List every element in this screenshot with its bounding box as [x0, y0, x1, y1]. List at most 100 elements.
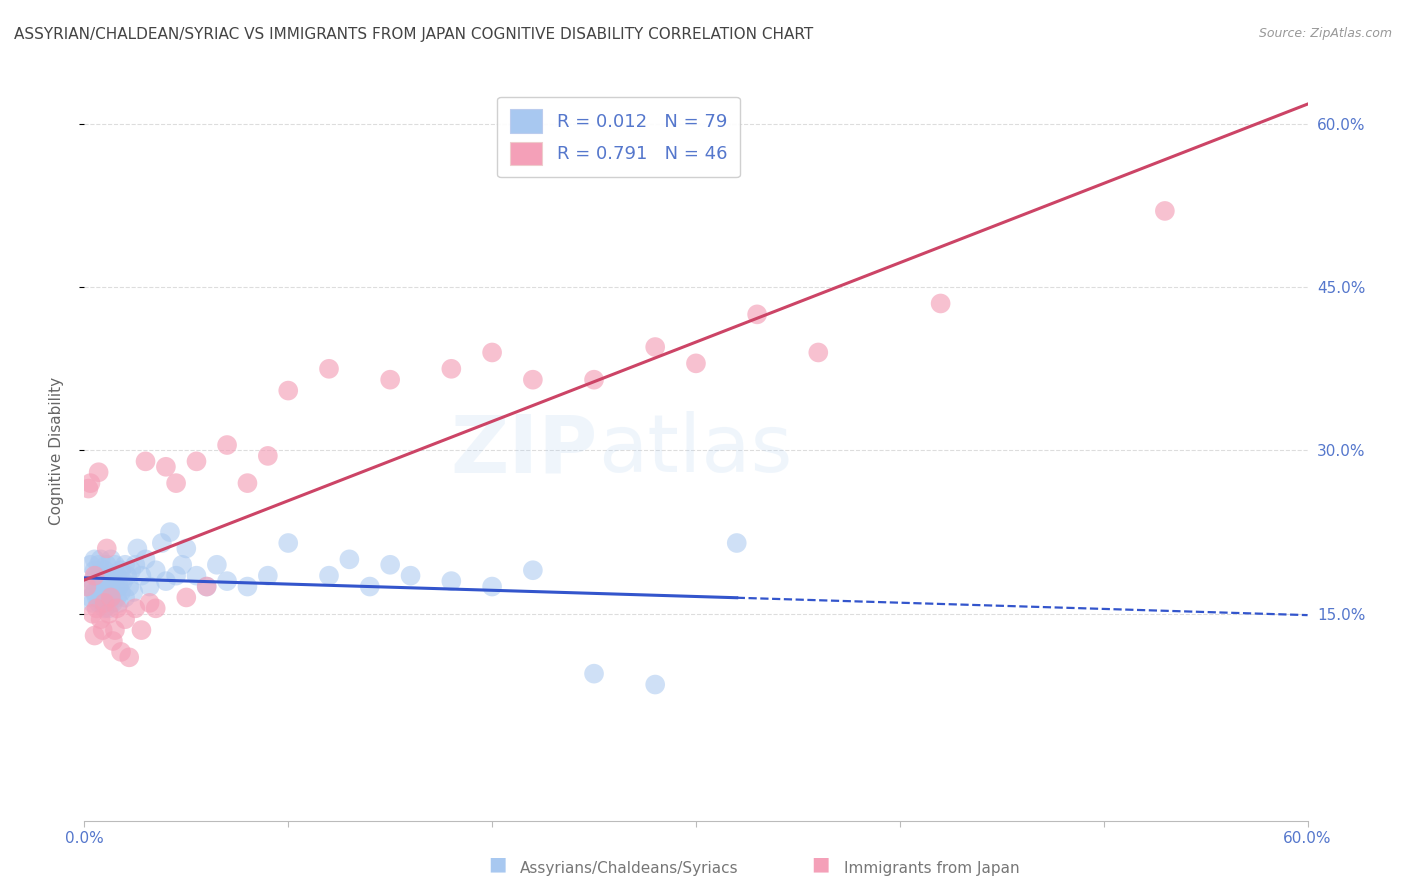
Point — [929, 296, 952, 310]
Point — [83, 568, 105, 582]
Point — [101, 634, 124, 648]
Point — [174, 541, 197, 556]
Point — [86, 601, 108, 615]
Point — [339, 552, 361, 566]
Text: ■: ■ — [811, 855, 830, 873]
Point — [122, 585, 145, 599]
Point — [101, 596, 124, 610]
Point — [100, 574, 122, 588]
Point — [481, 580, 503, 594]
Point — [440, 361, 463, 376]
Point — [97, 568, 120, 582]
Point — [131, 568, 153, 582]
Point — [93, 585, 115, 599]
Point — [100, 552, 122, 566]
Point — [110, 563, 132, 577]
Text: ASSYRIAN/CHALDEAN/SYRIAC VS IMMIGRANTS FROM JAPAN COGNITIVE DISABILITY CORRELATI: ASSYRIAN/CHALDEAN/SYRIAC VS IMMIGRANTS F… — [14, 27, 813, 42]
Point — [583, 666, 606, 681]
Point — [172, 558, 194, 572]
Point — [236, 476, 259, 491]
Point — [82, 596, 104, 610]
Point — [124, 601, 146, 615]
Point — [747, 307, 769, 321]
Point — [101, 568, 124, 582]
Point — [155, 459, 177, 474]
Point — [79, 476, 101, 491]
Point — [75, 580, 97, 594]
Point — [91, 596, 114, 610]
Point — [105, 591, 128, 605]
Point — [90, 568, 112, 582]
Point — [257, 568, 280, 582]
Point — [86, 591, 108, 605]
Point — [86, 568, 108, 582]
Point — [380, 373, 402, 387]
Point — [112, 574, 135, 588]
Point — [83, 585, 105, 599]
Point — [217, 438, 239, 452]
Point — [93, 601, 115, 615]
Point — [91, 580, 114, 594]
Point — [118, 580, 141, 594]
Point — [522, 563, 544, 577]
Point — [217, 574, 239, 588]
Point — [83, 552, 105, 566]
Point — [115, 568, 138, 582]
Point — [165, 476, 187, 491]
Point — [83, 629, 105, 643]
Point — [644, 677, 666, 691]
Point — [96, 591, 118, 605]
Point — [145, 601, 167, 615]
Point — [150, 536, 173, 550]
Point — [195, 580, 218, 594]
Point — [120, 563, 142, 577]
Point — [77, 580, 100, 594]
Point — [83, 563, 105, 577]
Point — [79, 591, 101, 605]
Text: ■: ■ — [488, 855, 506, 873]
Point — [124, 558, 146, 572]
Point — [135, 454, 157, 468]
Point — [165, 568, 187, 582]
Text: Immigrants from Japan: Immigrants from Japan — [844, 861, 1019, 876]
Point — [96, 541, 118, 556]
Point — [205, 558, 228, 572]
Point — [105, 601, 128, 615]
Point — [90, 612, 112, 626]
Point — [90, 585, 112, 599]
Point — [114, 591, 136, 605]
Point — [186, 568, 208, 582]
Point — [105, 568, 128, 582]
Point — [318, 361, 340, 376]
Point — [97, 585, 120, 599]
Point — [79, 558, 101, 572]
Point — [104, 558, 127, 572]
Point — [97, 607, 120, 621]
Point — [108, 596, 131, 610]
Point — [644, 340, 666, 354]
Point — [114, 558, 136, 572]
Point — [127, 541, 149, 556]
Point — [277, 536, 299, 550]
Text: Source: ZipAtlas.com: Source: ZipAtlas.com — [1258, 27, 1392, 40]
Point — [87, 558, 110, 572]
Point — [93, 563, 115, 577]
Point — [104, 580, 127, 594]
Point — [110, 645, 132, 659]
Text: Assyrians/Chaldeans/Syriacs: Assyrians/Chaldeans/Syriacs — [520, 861, 738, 876]
Point — [135, 552, 157, 566]
Point — [82, 574, 104, 588]
Point — [82, 607, 104, 621]
Point — [87, 465, 110, 479]
Point — [90, 552, 112, 566]
Point — [195, 580, 218, 594]
Point — [380, 558, 402, 572]
Point — [186, 454, 208, 468]
Point — [522, 373, 544, 387]
Point — [359, 580, 381, 594]
Point — [440, 574, 463, 588]
Point — [87, 596, 110, 610]
Y-axis label: Cognitive Disability: Cognitive Disability — [49, 376, 63, 524]
Point — [93, 596, 115, 610]
Text: ZIP: ZIP — [451, 411, 598, 490]
